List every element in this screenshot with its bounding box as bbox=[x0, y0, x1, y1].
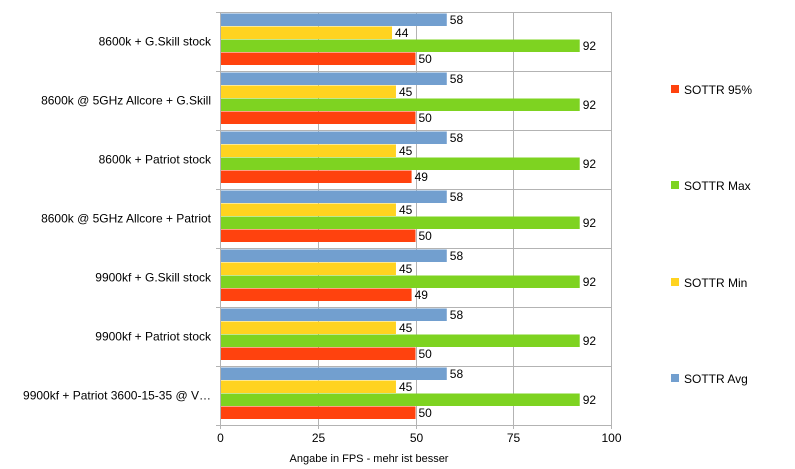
data-label: 58 bbox=[450, 190, 464, 204]
x-tick-label: 25 bbox=[312, 431, 326, 445]
axes bbox=[220, 12, 612, 426]
bar bbox=[221, 406, 416, 419]
data-label: 58 bbox=[450, 367, 464, 381]
bar bbox=[221, 72, 447, 85]
x-tick-label: 50 bbox=[410, 431, 424, 445]
data-label: 58 bbox=[450, 308, 464, 322]
data-label: 58 bbox=[450, 131, 464, 145]
data-label: 58 bbox=[450, 72, 464, 86]
category-label: 8600k @ 5GHz Allcore + Patriot bbox=[41, 212, 212, 226]
bar bbox=[221, 393, 580, 406]
bars bbox=[221, 13, 580, 419]
data-label: 45 bbox=[399, 262, 413, 276]
data-label: 50 bbox=[419, 52, 433, 66]
data-label: 44 bbox=[395, 26, 409, 40]
category-label: 9900kf + G.Skill stock bbox=[95, 271, 212, 285]
bar bbox=[221, 229, 416, 242]
data-label: 92 bbox=[583, 275, 597, 289]
data-label: 50 bbox=[419, 347, 433, 361]
data-label: 45 bbox=[399, 380, 413, 394]
data-label: 45 bbox=[399, 85, 413, 99]
category-label: 8600k + G.Skill stock bbox=[99, 35, 212, 49]
x-tick-label: 0 bbox=[217, 431, 224, 445]
data-label: 50 bbox=[419, 406, 433, 420]
bar bbox=[221, 85, 396, 98]
category-label: 9900kf + Patriot stock bbox=[95, 330, 212, 344]
data-label: 45 bbox=[399, 144, 413, 158]
bar bbox=[221, 203, 396, 216]
x-tick-label: 75 bbox=[507, 431, 521, 445]
bar bbox=[221, 249, 447, 262]
data-label: 92 bbox=[583, 393, 597, 407]
bar bbox=[221, 98, 580, 111]
legend-swatch bbox=[671, 181, 679, 189]
bar bbox=[221, 157, 580, 170]
category-label: 8600k @ 5GHz Allcore + G.Skill bbox=[41, 94, 211, 108]
legend-label: SOTTR Avg bbox=[684, 372, 748, 386]
bar bbox=[221, 347, 416, 360]
bar bbox=[221, 275, 580, 288]
bar bbox=[221, 367, 447, 380]
bar bbox=[221, 321, 396, 334]
bar bbox=[221, 144, 396, 157]
data-label: 49 bbox=[415, 170, 429, 184]
bar bbox=[221, 13, 447, 26]
data-label: 50 bbox=[419, 111, 433, 125]
data-label: 45 bbox=[399, 321, 413, 335]
bar bbox=[221, 190, 447, 203]
data-label: 92 bbox=[583, 39, 597, 53]
data-label: 58 bbox=[450, 13, 464, 27]
legend-label: SOTTR 95% bbox=[684, 83, 752, 97]
x-tick-label: 100 bbox=[601, 431, 621, 445]
bar bbox=[221, 170, 412, 183]
legend-swatch bbox=[671, 374, 679, 382]
bar bbox=[221, 26, 393, 39]
bar bbox=[221, 39, 580, 52]
bar bbox=[221, 52, 416, 65]
data-label: 50 bbox=[419, 229, 433, 243]
x-axis-title: Angabe in FPS - mehr ist besser bbox=[290, 453, 449, 465]
data-label: 92 bbox=[583, 98, 597, 112]
data-label: 49 bbox=[415, 288, 429, 302]
bar bbox=[221, 111, 416, 124]
bar bbox=[221, 380, 396, 393]
bar bbox=[221, 308, 447, 321]
bar bbox=[221, 334, 580, 347]
legend-swatch bbox=[671, 278, 679, 286]
legend-swatch bbox=[671, 85, 679, 93]
data-label: 58 bbox=[450, 249, 464, 263]
data-label: 92 bbox=[583, 216, 597, 230]
category-label: 8600k + Patriot stock bbox=[99, 153, 212, 167]
plot-frame bbox=[220, 12, 612, 426]
data-label: 92 bbox=[583, 334, 597, 348]
legend-label: SOTTR Max bbox=[684, 179, 751, 193]
legend: SOTTR 95% SOTTR Max SOTTR Min SOTTR Avg bbox=[671, 83, 752, 386]
legend-label: SOTTR Min bbox=[684, 276, 747, 290]
data-label: 45 bbox=[399, 203, 413, 217]
category-label: 9900kf + Patriot 3600-15-35 @ V… bbox=[23, 389, 211, 403]
data-label: 92 bbox=[583, 157, 597, 171]
bar bbox=[221, 262, 396, 275]
bar bbox=[221, 216, 580, 229]
bar bbox=[221, 131, 447, 144]
bar bbox=[221, 288, 412, 301]
labels: 0 25 50 75 100 58 44 92 50 8600k + G.Skill stock 5… bbox=[23, 13, 622, 445]
